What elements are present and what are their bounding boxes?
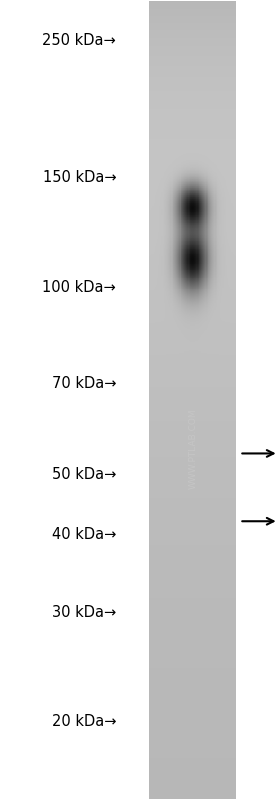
Text: 150 kDa→: 150 kDa→: [43, 170, 116, 185]
Text: 50 kDa→: 50 kDa→: [52, 467, 116, 482]
Text: 40 kDa→: 40 kDa→: [52, 527, 116, 542]
Text: 30 kDa→: 30 kDa→: [52, 605, 116, 619]
Text: 20 kDa→: 20 kDa→: [52, 714, 116, 729]
Text: 100 kDa→: 100 kDa→: [43, 280, 116, 295]
Text: WWW.PTLAB.COM: WWW.PTLAB.COM: [189, 408, 198, 489]
Text: 250 kDa→: 250 kDa→: [43, 33, 116, 47]
Text: 70 kDa→: 70 kDa→: [52, 376, 116, 391]
